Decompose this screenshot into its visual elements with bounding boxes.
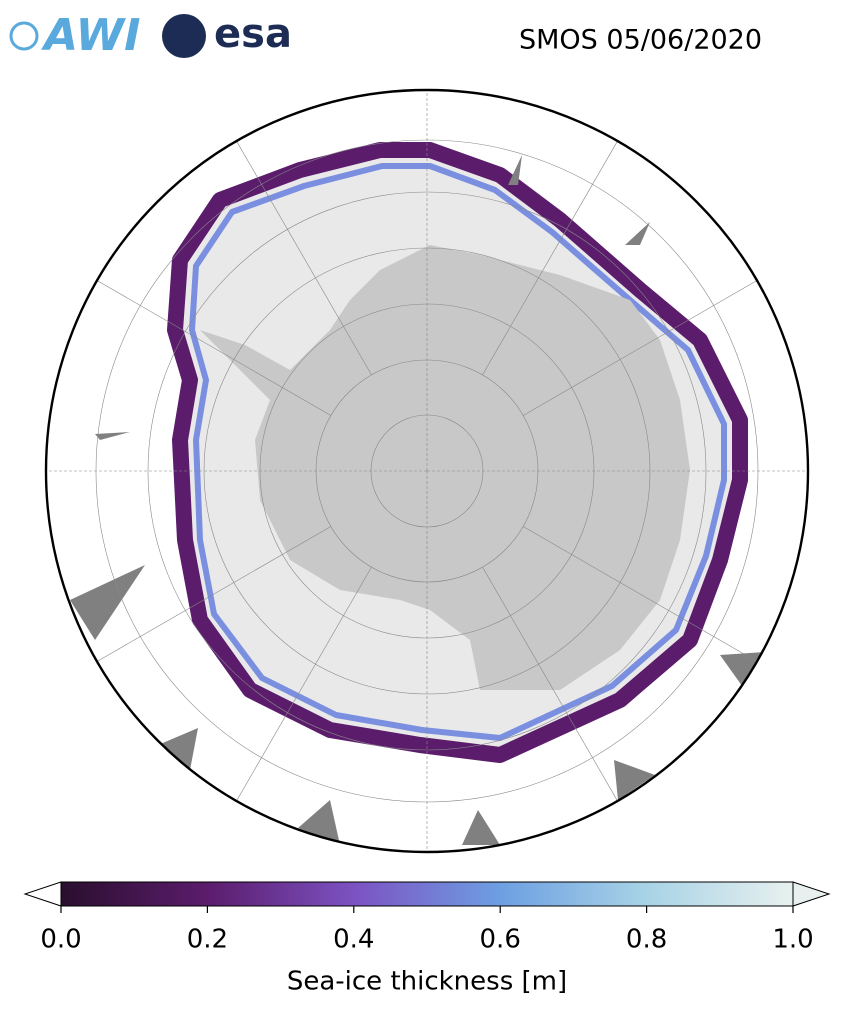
meridian (236, 140, 372, 376)
meridian (522, 280, 758, 416)
meridian (96, 280, 332, 416)
logo-text: AWI (41, 10, 141, 61)
colorbar-label: Sea-ice thickness [m] (287, 967, 567, 997)
colorbar: 0.0 0.2 0.4 0.6 0.8 1.0 (23, 881, 831, 955)
logo-text: esa (214, 11, 292, 57)
map (46, 90, 808, 852)
graticule (46, 90, 808, 852)
meridian (482, 140, 618, 376)
logo-awi: AWI (9, 10, 141, 61)
colorbar-tick-label: 0.2 (187, 925, 228, 955)
antarctica (200, 245, 690, 690)
logo-esa: esa (162, 11, 292, 58)
colorbar-extend-low (23, 881, 62, 907)
meridian (96, 526, 332, 662)
colorbar-tick-label: 0.8 (626, 925, 667, 955)
land-fragments (70, 155, 765, 845)
map-boundary (44, 88, 810, 854)
map-title: SMOS 05/06/2020 (519, 25, 762, 56)
colorbar-ramp (60, 881, 794, 907)
meridian (236, 566, 372, 802)
colorbar-tick-label: 0.6 (480, 925, 521, 955)
colorbar-tick-label: 1.0 (772, 925, 813, 955)
colorbar-tick-label: 0.4 (333, 925, 374, 955)
colorbar-extend-high (792, 881, 831, 907)
meridian (482, 566, 618, 802)
meridian (522, 526, 758, 662)
colorbar-tick-label: 0.0 (40, 925, 81, 955)
